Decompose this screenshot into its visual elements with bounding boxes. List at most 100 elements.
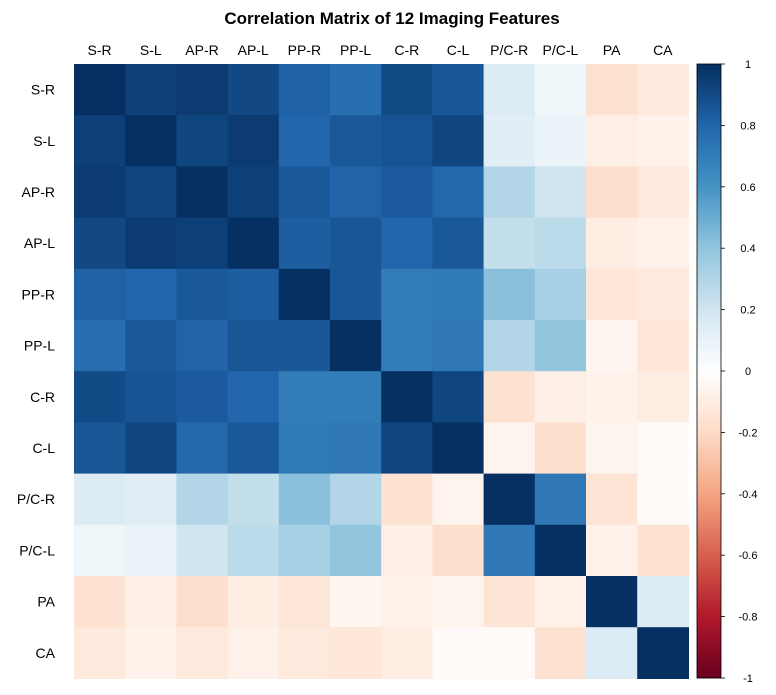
heatmap-cell bbox=[534, 473, 587, 526]
colorbar-segment bbox=[697, 149, 721, 154]
colorbar-segment bbox=[697, 337, 721, 341]
colorbar-segment bbox=[697, 128, 721, 132]
colorbar-segment bbox=[697, 183, 721, 188]
colorbar-segment bbox=[697, 549, 721, 553]
heatmap-cell bbox=[74, 115, 126, 167]
colorbar-segment bbox=[697, 159, 721, 163]
heatmap-cell bbox=[227, 64, 280, 116]
colorbar-segment bbox=[697, 423, 721, 427]
heatmap-cell bbox=[125, 115, 177, 167]
heatmap-cell bbox=[330, 217, 382, 270]
colorbar-segment bbox=[697, 214, 721, 218]
heatmap-cell bbox=[74, 166, 126, 219]
colorbar-segment bbox=[697, 432, 721, 436]
colorbar-segment bbox=[697, 487, 721, 492]
colorbar-segment bbox=[697, 493, 721, 498]
heatmap-cell bbox=[125, 473, 177, 526]
heatmap-cell bbox=[125, 371, 177, 423]
heatmap-cell bbox=[534, 115, 587, 167]
colorbar-segment bbox=[697, 248, 721, 252]
colorbar-segment bbox=[697, 607, 721, 611]
heatmap-cell bbox=[381, 576, 433, 628]
colorbar-segment bbox=[697, 542, 721, 547]
colorbar-segment bbox=[697, 410, 721, 415]
heatmap-cell bbox=[432, 371, 485, 423]
colorbar-segment bbox=[697, 668, 721, 673]
row-labels: S-R S-L AP-R AP-L PP-R PP-L C-R C-L P/C-R P/C-L PA… bbox=[17, 82, 56, 661]
colorbar-segment bbox=[697, 346, 721, 350]
colorbar-segment bbox=[697, 386, 721, 390]
colorbar-segment bbox=[697, 625, 721, 630]
colorbar-segment bbox=[697, 116, 721, 120]
colorbar-segment bbox=[697, 426, 721, 430]
colorbar-segment bbox=[697, 294, 721, 298]
heatmap-cell bbox=[74, 371, 126, 423]
colorbar-segment bbox=[697, 177, 721, 182]
colorbar-segment bbox=[697, 481, 721, 485]
heatmap-cell bbox=[227, 320, 280, 372]
colorbar-segment bbox=[697, 174, 721, 178]
heatmap-cell bbox=[125, 524, 177, 577]
colorbar-segment bbox=[697, 380, 721, 384]
colorbar-segment bbox=[697, 119, 721, 123]
heatmap-cell bbox=[586, 166, 638, 219]
colorbar-segment bbox=[697, 444, 721, 449]
colorbar-segment bbox=[697, 70, 721, 74]
colorbar-segment bbox=[697, 644, 721, 648]
column-label: PP-R bbox=[288, 42, 321, 58]
heatmap-cell bbox=[432, 268, 485, 321]
row-label: P/C-R bbox=[17, 491, 55, 507]
colorbar-segment bbox=[697, 223, 721, 228]
heatmap-cell bbox=[278, 166, 331, 219]
heatmap-cell bbox=[637, 64, 689, 116]
colorbar-segment bbox=[697, 303, 721, 307]
heatmap-cell bbox=[637, 217, 689, 270]
colorbar-segment bbox=[697, 202, 721, 206]
heatmap-cell bbox=[432, 524, 485, 577]
heatmap-cell bbox=[432, 627, 485, 679]
heatmap-cell bbox=[278, 627, 331, 679]
colorbar-segment bbox=[697, 321, 721, 326]
colorbar-segment bbox=[697, 297, 721, 301]
colorbar-segment bbox=[697, 211, 721, 215]
colorbar-segment bbox=[697, 371, 721, 375]
colorbar-segment bbox=[697, 635, 721, 639]
colorbar-segment bbox=[697, 463, 721, 467]
colorbar-tick-label: 0.2 bbox=[740, 305, 755, 317]
colorbar-segment bbox=[697, 324, 721, 329]
colorbar-segment bbox=[697, 398, 721, 403]
colorbar-segment bbox=[697, 340, 721, 344]
row-label: AP-L bbox=[24, 235, 55, 251]
heatmap-cell bbox=[74, 320, 126, 372]
colorbar-segment bbox=[697, 358, 721, 363]
heatmap-cell bbox=[74, 422, 126, 475]
colorbar-segment bbox=[697, 420, 721, 424]
colorbar-segment bbox=[697, 79, 721, 83]
heatmap-cell bbox=[330, 524, 382, 577]
colorbar-segment bbox=[697, 456, 721, 461]
heatmap-cell bbox=[227, 473, 280, 526]
heatmap-cell bbox=[330, 473, 382, 526]
row-label: PA bbox=[37, 594, 55, 610]
colorbar-segment bbox=[697, 275, 721, 280]
heatmap-cells bbox=[74, 64, 689, 679]
heatmap-cell bbox=[637, 166, 689, 219]
colorbar-segment bbox=[697, 97, 721, 102]
colorbar-tick-label: -0.6 bbox=[739, 550, 758, 562]
heatmap-cell bbox=[637, 627, 689, 679]
column-label: AP-L bbox=[238, 42, 269, 58]
heatmap-cell bbox=[227, 217, 280, 270]
colorbar-segment bbox=[697, 82, 721, 86]
heatmap-cell bbox=[637, 371, 689, 423]
heatmap-cell bbox=[74, 524, 126, 577]
heatmap-cell bbox=[637, 422, 689, 475]
heatmap-cell bbox=[176, 64, 229, 116]
colorbar-segment bbox=[697, 512, 721, 516]
colorbar-segment bbox=[697, 205, 721, 209]
colorbar-segment bbox=[697, 186, 721, 191]
heatmap-cell bbox=[483, 422, 536, 475]
colorbar-segment bbox=[697, 229, 721, 234]
heatmap-cell bbox=[381, 166, 433, 219]
heatmap-cell bbox=[330, 371, 382, 423]
colorbar-segment bbox=[697, 85, 721, 89]
